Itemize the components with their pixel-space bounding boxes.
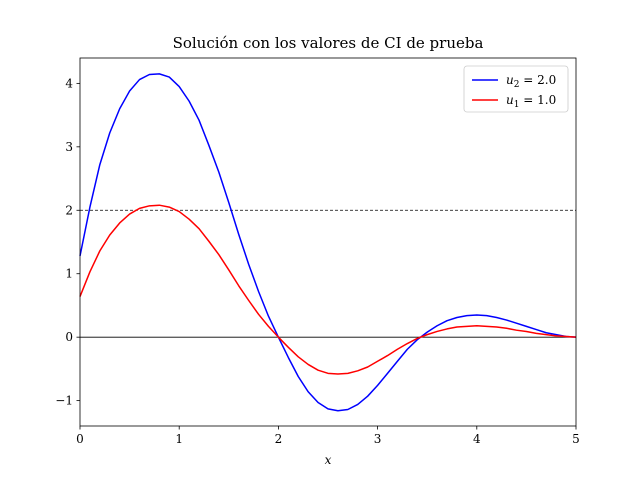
plot-frame	[79, 57, 577, 427]
y-tick-label-1: 0	[65, 330, 73, 344]
x-tick-label-5: 5	[572, 432, 580, 446]
series-line-0	[79, 73, 577, 412]
y-tick-label-2: 1	[65, 267, 73, 281]
legend-label-1: u1 = 1.0	[506, 93, 556, 110]
legend-label-0: u2 = 2.0	[506, 73, 556, 90]
x-tick-label-0: 0	[76, 432, 84, 446]
x-tick-label-4: 4	[473, 432, 481, 446]
series-line-1	[79, 204, 577, 375]
y-tick-label-0: −1	[55, 394, 73, 408]
x-tick-label-2: 2	[275, 432, 283, 446]
y-tick-label-5: 4	[65, 76, 73, 90]
y-tick-label-4: 3	[65, 140, 73, 154]
x-axis-label: x	[325, 453, 332, 467]
x-tick-label-3: 3	[374, 432, 382, 446]
y-tick-label-3: 2	[65, 203, 73, 217]
plot-area: 0 1 2 3 4 5 −1 0 1 2 3 4 u2 = 2.0 u1 = 1.0	[55, 57, 580, 446]
chart-title: Solución con los valores de CI de prueba	[173, 34, 484, 52]
x-tick-label-1: 1	[175, 432, 183, 446]
